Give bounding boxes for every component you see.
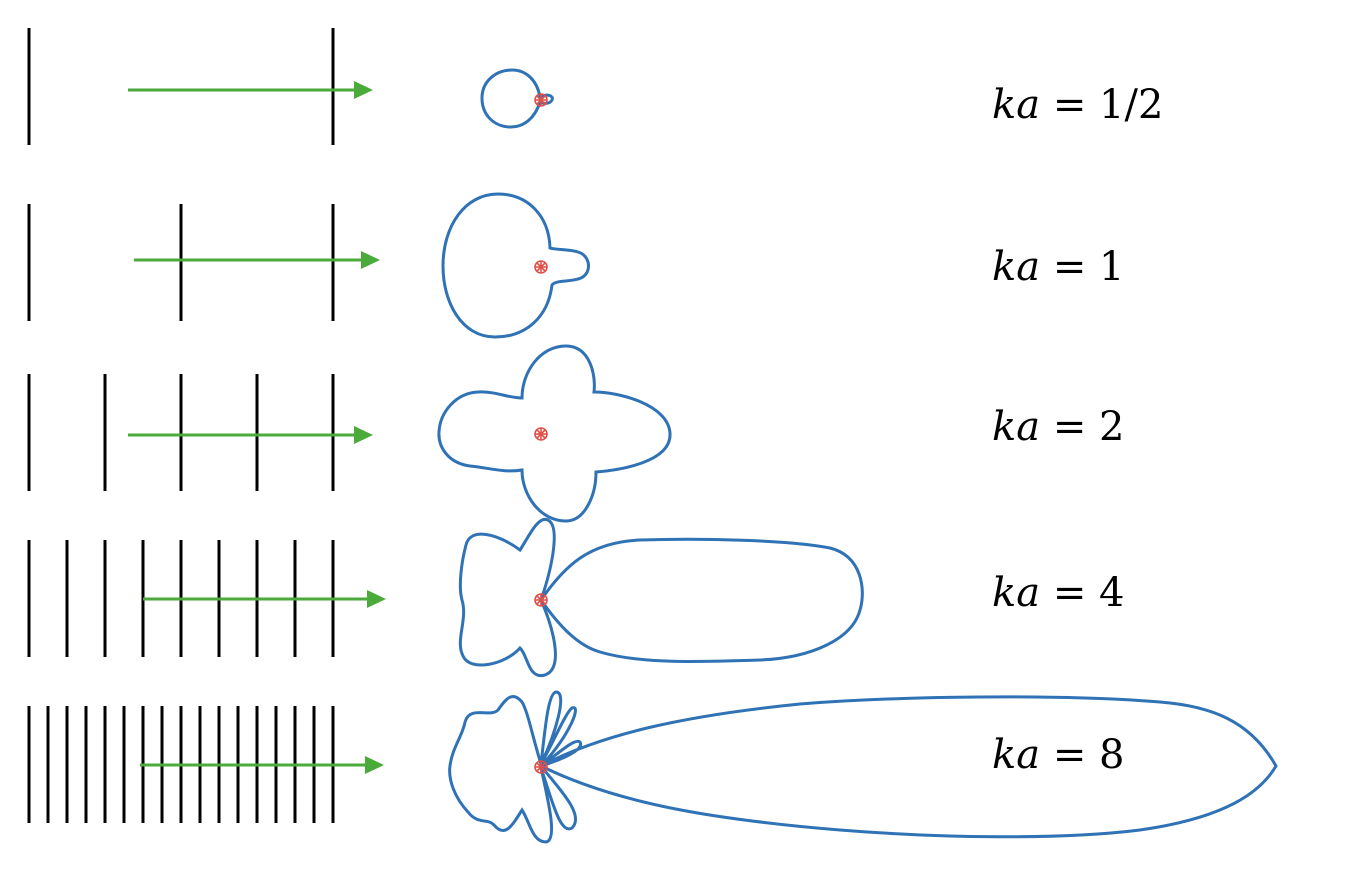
source-point-icon bbox=[534, 593, 548, 607]
source-point-icon bbox=[534, 427, 548, 441]
arrowhead-icon bbox=[361, 251, 380, 269]
arrowhead-icon bbox=[367, 590, 386, 608]
incident-arrow bbox=[140, 756, 384, 774]
radiation-pattern bbox=[458, 517, 864, 678]
source-point-icon bbox=[534, 260, 548, 274]
ka-label: ka = 8 bbox=[992, 732, 1125, 778]
row-ka-2: ka = 2 bbox=[27, 344, 1125, 523]
source-point-icon bbox=[534, 760, 548, 774]
row-ka-1: ka = 1 bbox=[27, 192, 1125, 339]
wavefront-lines bbox=[27, 28, 335, 145]
arrowhead-icon bbox=[365, 756, 384, 774]
ka-label: ka = 2 bbox=[992, 404, 1125, 450]
radiation-pattern bbox=[441, 192, 590, 339]
incident-arrow bbox=[128, 81, 373, 99]
wavefront-lines bbox=[27, 204, 335, 321]
ka-label: ka = 1 bbox=[992, 244, 1125, 290]
row-ka-8: ka = 8 bbox=[27, 690, 1278, 844]
ka-label: ka = 1/2 bbox=[992, 82, 1163, 128]
incident-arrow bbox=[143, 590, 386, 608]
incident-arrow bbox=[128, 426, 373, 444]
incident-arrow bbox=[134, 251, 380, 269]
radiation-pattern bbox=[437, 344, 672, 523]
arrowhead-icon bbox=[354, 81, 373, 99]
source-point-icon bbox=[534, 93, 548, 107]
ka-label: ka = 4 bbox=[992, 570, 1125, 616]
radiation-pattern bbox=[448, 690, 1278, 844]
arrowhead-icon bbox=[354, 426, 373, 444]
row-ka-half: ka = 1/2 bbox=[27, 28, 1163, 145]
wavefront-lines bbox=[27, 374, 335, 491]
radiation-pattern bbox=[480, 68, 554, 129]
row-ka-4: ka = 4 bbox=[27, 517, 1125, 678]
